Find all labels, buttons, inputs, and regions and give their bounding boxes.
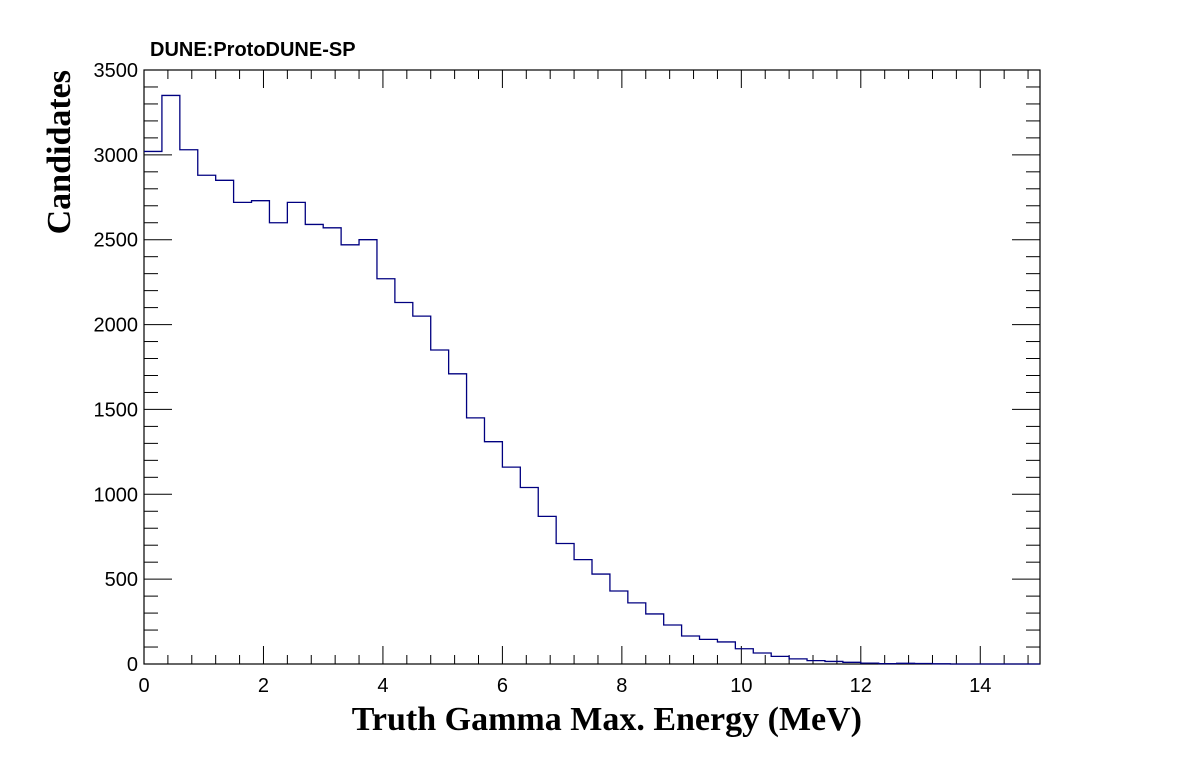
y-tick-label: 1500 <box>94 399 139 421</box>
y-tick-label: 3500 <box>94 60 139 82</box>
x-tick-label: 10 <box>730 675 752 697</box>
chart-title: DUNE:ProtoDUNE-SP <box>150 39 356 61</box>
x-tick-label: 8 <box>616 675 627 697</box>
x-tick-label: 6 <box>497 675 508 697</box>
x-tick-label: 4 <box>377 675 388 697</box>
axis-tick-labels: 0 2 4 6 8 10 12 14 0 500 1000 1500 2000 2500 3000 3500 <box>94 60 992 697</box>
y-tick-label: 3000 <box>94 145 139 167</box>
y-tick-label: 500 <box>105 569 138 591</box>
y-tick-label: 0 <box>127 654 138 676</box>
histogram-series-line <box>144 94 1040 665</box>
x-axis-title: Truth Gamma Max. Energy (MeV) <box>352 701 862 738</box>
x-tick-label: 14 <box>969 675 991 697</box>
y-tick-label: 2500 <box>94 230 139 252</box>
x-tick-label: 12 <box>850 675 872 697</box>
y-axis-title: Candidates <box>41 70 78 234</box>
y-tick-label: 2000 <box>94 315 139 337</box>
plot-frame <box>143 69 1041 665</box>
y-tick-label: 1000 <box>94 484 139 506</box>
axis-ticks <box>143 69 1040 665</box>
x-tick-label: 0 <box>138 675 149 697</box>
x-tick-label: 2 <box>258 675 269 697</box>
